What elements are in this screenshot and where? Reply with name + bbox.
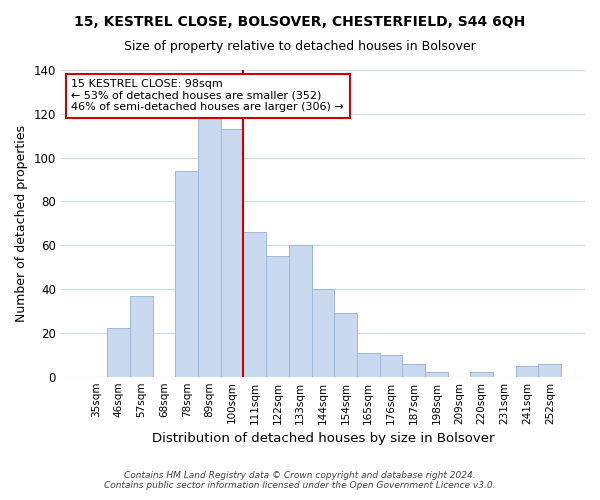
Bar — [130, 296, 152, 376]
Text: 15, KESTREL CLOSE, BOLSOVER, CHESTERFIELD, S44 6QH: 15, KESTREL CLOSE, BOLSOVER, CHESTERFIEL… — [74, 15, 526, 29]
Bar — [221, 129, 244, 376]
Bar — [425, 372, 448, 376]
Bar — [538, 364, 561, 376]
Y-axis label: Number of detached properties: Number of detached properties — [15, 125, 28, 322]
Text: Size of property relative to detached houses in Bolsover: Size of property relative to detached ho… — [124, 40, 476, 53]
Bar — [516, 366, 538, 376]
X-axis label: Distribution of detached houses by size in Bolsover: Distribution of detached houses by size … — [152, 432, 494, 445]
Bar — [357, 352, 380, 376]
Bar — [289, 245, 311, 376]
Bar — [311, 289, 334, 376]
Bar — [470, 372, 493, 376]
Text: 15 KESTREL CLOSE: 98sqm
← 53% of detached houses are smaller (352)
46% of semi-d: 15 KESTREL CLOSE: 98sqm ← 53% of detache… — [71, 79, 344, 112]
Bar — [334, 313, 357, 376]
Bar — [107, 328, 130, 376]
Text: Contains HM Land Registry data © Crown copyright and database right 2024.
Contai: Contains HM Land Registry data © Crown c… — [104, 470, 496, 490]
Bar — [175, 171, 198, 376]
Bar — [198, 118, 221, 376]
Bar — [244, 232, 266, 376]
Bar — [403, 364, 425, 376]
Bar — [380, 355, 403, 376]
Bar — [266, 256, 289, 376]
